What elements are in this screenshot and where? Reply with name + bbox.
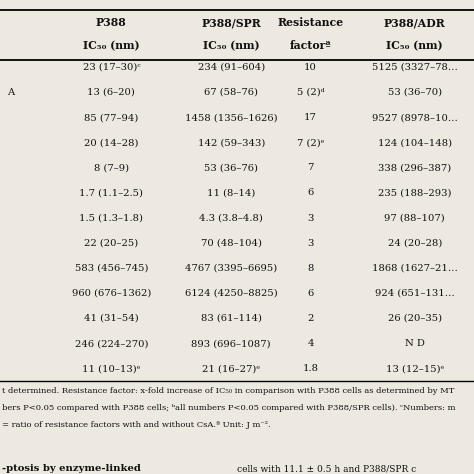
Text: 5125 (3327–78…: 5125 (3327–78… (372, 63, 458, 72)
Text: 8: 8 (307, 264, 314, 273)
Text: -ptosis by enzyme-linked: -ptosis by enzyme-linked (2, 465, 141, 473)
Text: IC₅₀ (nm): IC₅₀ (nm) (386, 40, 443, 51)
Text: 1458 (1356–1626): 1458 (1356–1626) (185, 113, 278, 122)
Text: 17: 17 (304, 113, 317, 122)
Text: 1.7 (1.1–2.5): 1.7 (1.1–2.5) (79, 189, 144, 197)
Text: 5 (2)ᵈ: 5 (2)ᵈ (297, 88, 324, 97)
Text: 338 (296–387): 338 (296–387) (378, 164, 451, 172)
Text: 11 (8–14): 11 (8–14) (207, 189, 255, 197)
Text: 246 (224–270): 246 (224–270) (74, 339, 148, 348)
Text: 11 (10–13)ᵉ: 11 (10–13)ᵉ (82, 365, 141, 373)
Text: 20 (14–28): 20 (14–28) (84, 138, 138, 147)
Text: 10: 10 (304, 63, 317, 72)
Text: IC₅₀ (nm): IC₅₀ (nm) (203, 40, 260, 51)
Text: 583 (456–745): 583 (456–745) (74, 264, 148, 273)
Text: 1868 (1627–21…: 1868 (1627–21… (372, 264, 458, 273)
Text: 13 (12–15)ᵉ: 13 (12–15)ᵉ (385, 365, 444, 373)
Text: 7 (2)ᵉ: 7 (2)ᵉ (297, 138, 324, 147)
Text: 26 (20–35): 26 (20–35) (388, 314, 442, 323)
Text: 67 (58–76): 67 (58–76) (204, 88, 258, 97)
Text: P388: P388 (96, 17, 127, 28)
Text: 6: 6 (307, 189, 314, 197)
Text: 3: 3 (307, 239, 314, 247)
Text: P388/SPR: P388/SPR (201, 17, 261, 28)
Text: 1.8: 1.8 (302, 365, 319, 373)
Text: bers P<0.05 compared with P388 cells; ᵇall numbers P<0.05 compared with P388/SPR: bers P<0.05 compared with P388 cells; ᵇa… (2, 404, 456, 412)
Text: 53 (36–70): 53 (36–70) (388, 88, 442, 97)
Text: t determined. Resistance factor: x-fold increase of IC₅₀ in comparison with P388: t determined. Resistance factor: x-fold … (2, 387, 455, 395)
Text: 124 (104–148): 124 (104–148) (378, 138, 452, 147)
Text: 235 (188–293): 235 (188–293) (378, 189, 452, 197)
Text: = ratio of resistance factors with and without CsA.ª Unit: J m⁻².: = ratio of resistance factors with and w… (2, 421, 271, 429)
Text: 4: 4 (307, 339, 314, 348)
Text: 21 (16–27)ᵉ: 21 (16–27)ᵉ (202, 365, 260, 373)
Text: factorª: factorª (290, 40, 331, 51)
Text: 2: 2 (307, 314, 314, 323)
Text: 8 (7–9): 8 (7–9) (94, 164, 129, 172)
Text: 70 (48–104): 70 (48–104) (201, 239, 262, 247)
Text: 6: 6 (307, 289, 314, 298)
Text: Resistance: Resistance (277, 17, 344, 28)
Text: 234 (91–604): 234 (91–604) (198, 63, 265, 72)
Text: P388/ADR: P388/ADR (384, 17, 446, 28)
Text: 13 (6–20): 13 (6–20) (87, 88, 136, 97)
Text: 24 (20–28): 24 (20–28) (388, 239, 442, 247)
Text: 83 (61–114): 83 (61–114) (201, 314, 262, 323)
Text: 142 (59–343): 142 (59–343) (198, 138, 265, 147)
Text: 53 (36–76): 53 (36–76) (204, 164, 258, 172)
Text: 4767 (3395–6695): 4767 (3395–6695) (185, 264, 277, 273)
Text: 924 (651–131…: 924 (651–131… (375, 289, 455, 298)
Text: 97 (88–107): 97 (88–107) (384, 214, 445, 222)
Text: A: A (7, 88, 14, 97)
Text: 3: 3 (307, 214, 314, 222)
Text: N D: N D (405, 339, 425, 348)
Text: IC₅₀ (nm): IC₅₀ (nm) (83, 40, 140, 51)
Text: 4.3 (3.8–4.8): 4.3 (3.8–4.8) (200, 214, 263, 222)
Text: 893 (696–1087): 893 (696–1087) (191, 339, 271, 348)
Text: 41 (31–54): 41 (31–54) (84, 314, 139, 323)
Text: 6124 (4250–8825): 6124 (4250–8825) (185, 289, 278, 298)
Text: 960 (676–1362): 960 (676–1362) (72, 289, 151, 298)
Text: 22 (20–25): 22 (20–25) (84, 239, 138, 247)
Text: 85 (77–94): 85 (77–94) (84, 113, 138, 122)
Text: 9527 (8978–10…: 9527 (8978–10… (372, 113, 458, 122)
Text: 7: 7 (307, 164, 314, 172)
Text: cells with 11.1 ± 0.5 h and P388/SPR c: cells with 11.1 ± 0.5 h and P388/SPR c (237, 465, 416, 473)
Text: 23 (17–30)ᶜ: 23 (17–30)ᶜ (82, 63, 140, 72)
Text: 1.5 (1.3–1.8): 1.5 (1.3–1.8) (79, 214, 144, 222)
